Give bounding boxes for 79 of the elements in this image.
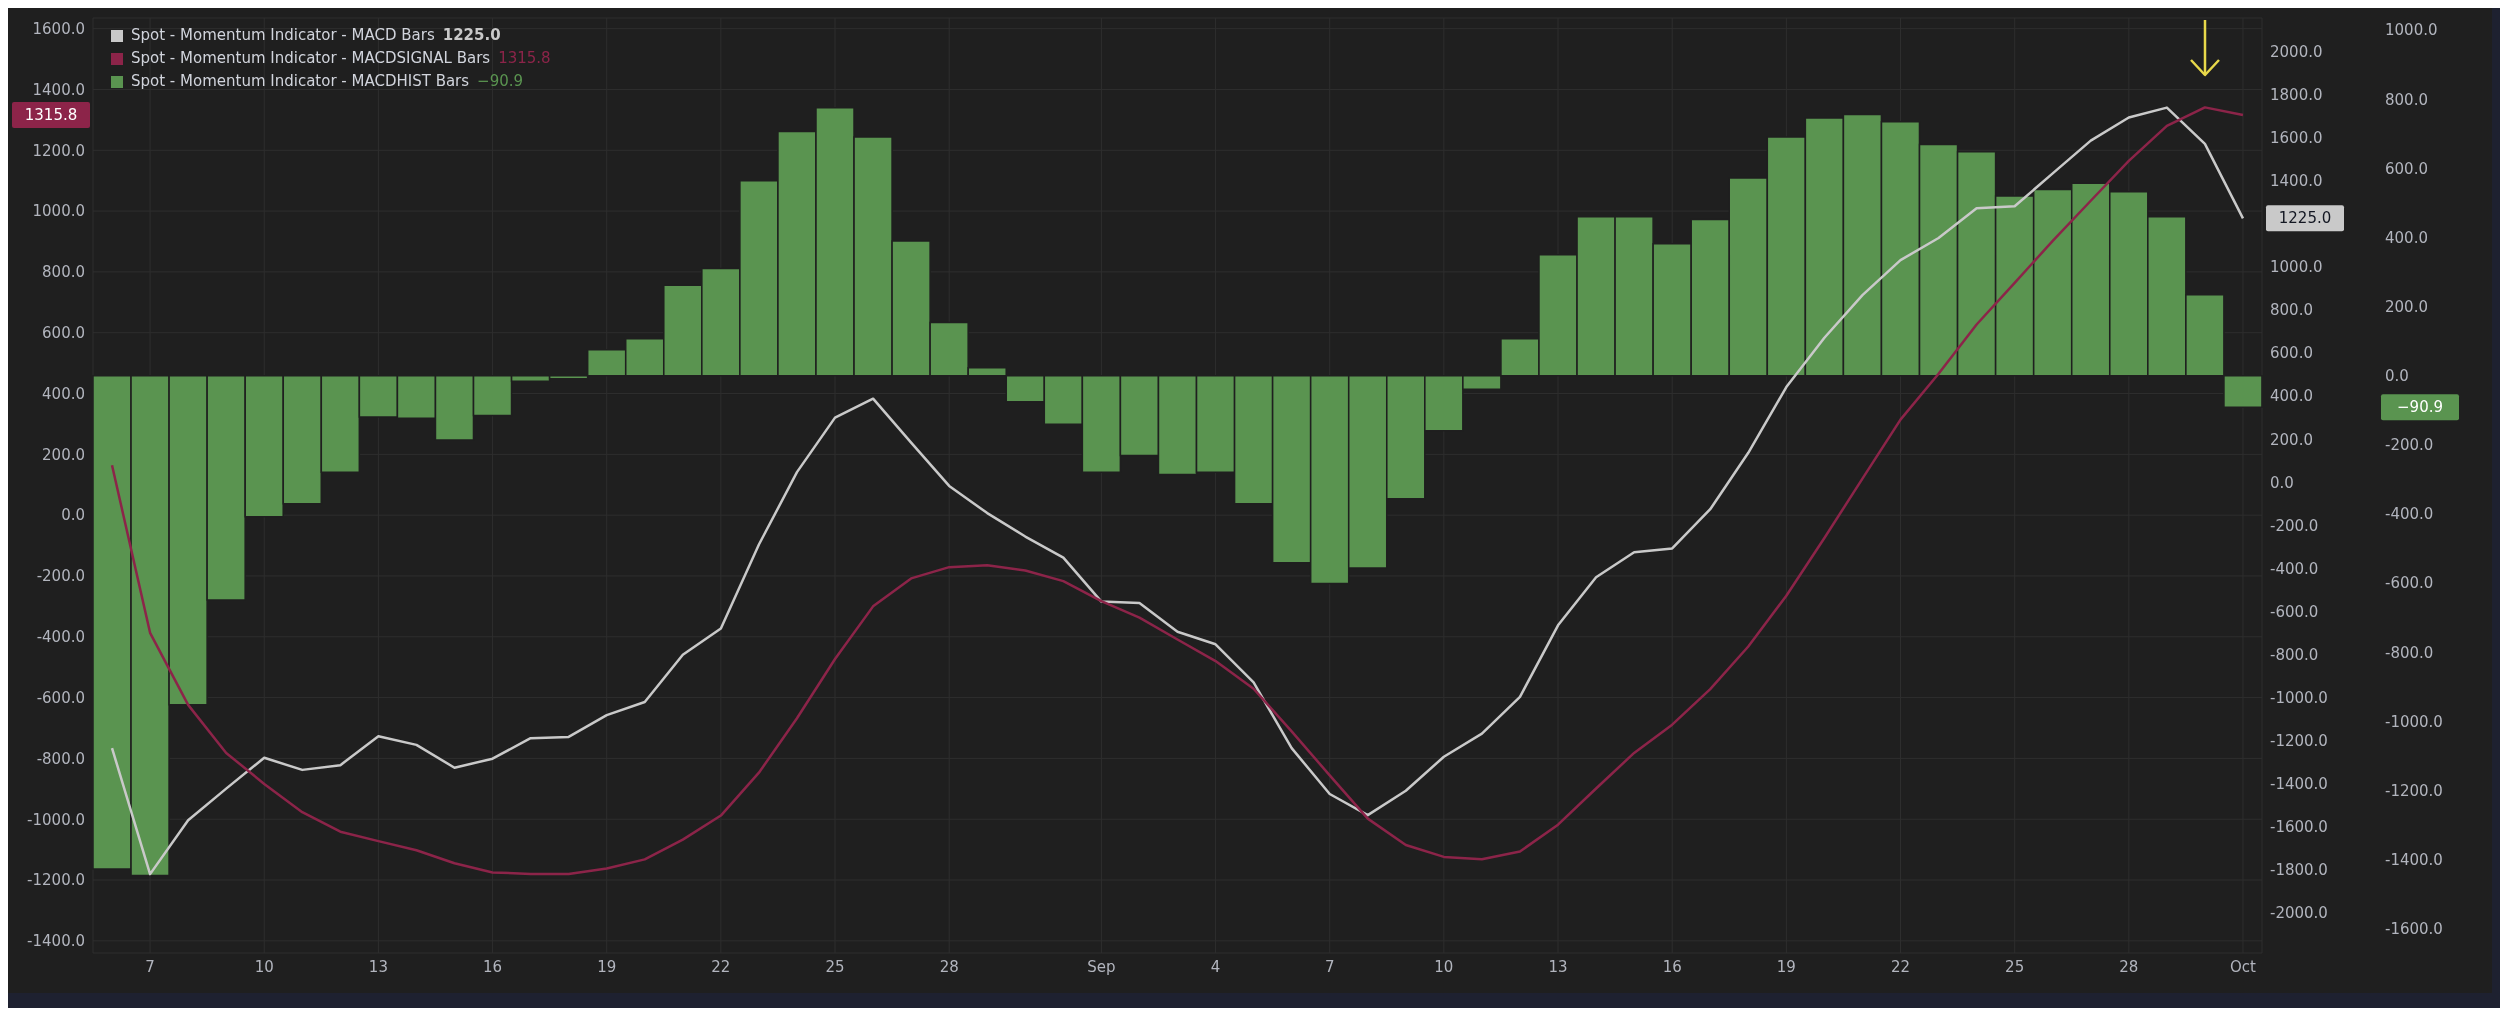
- y2-tick-label: 1400.0: [2270, 171, 2323, 190]
- y3-tick-label: 400.0: [2385, 228, 2428, 247]
- x-tick-label: 28: [2119, 957, 2139, 976]
- text: 1225.0: [2278, 209, 2332, 228]
- y-tick-label: -1200.0: [27, 871, 85, 890]
- y2-tick-label: -1000.0: [2270, 689, 2328, 708]
- y-tick-label: 800.0: [42, 263, 85, 282]
- x-tick-label: 19: [1776, 957, 1796, 976]
- y3-tick-label: -600.0: [2385, 574, 2434, 593]
- x-tick-label: 10: [254, 957, 274, 976]
- y2-tick-label: -600.0: [2270, 602, 2319, 621]
- y-tick-label: -1400.0: [27, 932, 85, 951]
- y2-tick-label: -400.0: [2270, 559, 2319, 578]
- x-tick-label: 16: [483, 957, 503, 976]
- y-tick-label: 200.0: [42, 445, 85, 464]
- x-tick-label: Oct: [2230, 957, 2257, 976]
- y2-tick-label: 800.0: [2270, 301, 2313, 320]
- x-tick-label: 25: [825, 957, 845, 976]
- y2-tick-label: 200.0: [2270, 430, 2313, 449]
- text: −90.9: [2397, 398, 2443, 417]
- line-series: [110, 106, 2245, 876]
- x-tick-label: 22: [711, 957, 731, 976]
- y3-tick-label: -1400.0: [2385, 851, 2443, 869]
- y-tick-label: -200.0: [36, 567, 85, 586]
- y2-tick-label: -1400.0: [2270, 775, 2328, 794]
- y-tick-label: 0.0: [61, 506, 85, 525]
- y2-tick-label: 400.0: [2270, 387, 2313, 406]
- y-tick-label: -1000.0: [27, 810, 85, 829]
- y2-tick-label: -200.0: [2270, 516, 2319, 535]
- y-tick-label: 1200.0: [32, 141, 85, 160]
- y3-tick-label: -1000.0: [2385, 712, 2443, 731]
- x-tick-label: 7: [1324, 957, 1335, 976]
- y2-tick-label: 600.0: [2270, 344, 2313, 363]
- x-tick-label: 13: [1548, 957, 1568, 976]
- y2-tick-label: -1600.0: [2270, 818, 2328, 837]
- legend-label: Spot - Momentum Indicator - MACDSIGNAL Bars: [131, 48, 491, 69]
- y-tick-label: -400.0: [36, 628, 85, 647]
- y2-tick-label: 1800.0: [2270, 85, 2323, 104]
- y-tick-label: 600.0: [42, 324, 85, 343]
- y3-tick-label: -1200.0: [2385, 781, 2443, 800]
- x-tick-label: 16: [1662, 957, 1682, 976]
- y2-tick-label: -1800.0: [2270, 861, 2328, 880]
- y3-tick-label: -1600.0: [2385, 920, 2443, 939]
- x-tick-label: 7: [145, 957, 155, 976]
- x-tick-label: 22: [1890, 957, 1911, 976]
- annotation: 1225.0: [442, 25, 501, 46]
- x-tick-label: 19: [597, 957, 617, 976]
- y-tick-label: 1000.0: [32, 202, 85, 221]
- legend-label: Spot - Momentum Indicator - MACD Bars: [131, 25, 435, 46]
- x-tick-label: 13: [368, 957, 388, 976]
- y-tick-label: -600.0: [36, 688, 85, 707]
- y-tick-label: 1600.0: [32, 19, 85, 38]
- y2-tick-label: 2000.0: [2270, 42, 2323, 61]
- y3-tick-label: -400.0: [2385, 505, 2434, 524]
- y3-tick-label: -800.0: [2385, 643, 2434, 662]
- x-tick-label: 28: [939, 957, 959, 976]
- y3-tick-label: 0.0: [2385, 367, 2409, 386]
- y3-tick-label: 200.0: [2385, 297, 2428, 316]
- y3-tick-label: 600.0: [2385, 159, 2428, 178]
- x-tick-label: 4: [1210, 957, 1221, 976]
- y3-tick-label: 1000.0: [2385, 21, 2438, 40]
- x-tick-label: Sep: [1087, 957, 1116, 976]
- y2-tick-label: -1200.0: [2270, 732, 2328, 751]
- x-tick-label: 10: [1434, 957, 1454, 976]
- y2-tick-label: 1000.0: [2270, 258, 2323, 277]
- y2-tick-label: -800.0: [2270, 645, 2319, 664]
- y3-tick-label: -200.0: [2385, 436, 2434, 455]
- annotation: −90.9: [477, 71, 524, 92]
- y3-tick-label: 800.0: [2385, 90, 2428, 109]
- y-tick-label: 1400.0: [32, 80, 85, 99]
- annotation: 1315.8: [498, 48, 551, 69]
- text: 1315.8: [24, 106, 78, 125]
- y2-tick-label: 0.0: [2270, 473, 2294, 492]
- y2-tick-label: 1600.0: [2270, 128, 2323, 147]
- y-tick-label: 400.0: [42, 384, 85, 403]
- legend-label: Spot - Momentum Indicator - MACDHIST Bars: [131, 71, 470, 92]
- y-tick-label: -800.0: [36, 749, 85, 768]
- y2-tick-label: -2000.0: [2270, 904, 2328, 923]
- x-tick-label: 25: [2005, 957, 2025, 976]
